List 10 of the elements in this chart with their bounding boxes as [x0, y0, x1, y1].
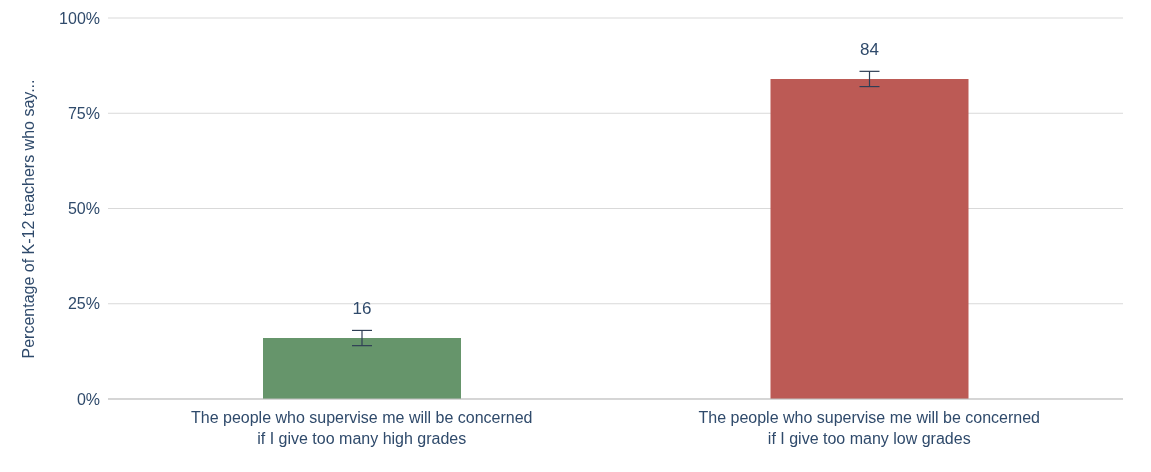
data-label: 84 — [860, 39, 879, 59]
y-tick-label: 75% — [67, 104, 100, 122]
y-tick-label: 50% — [67, 200, 100, 218]
data-label: 16 — [352, 299, 372, 319]
y-tick-label: 100% — [59, 9, 100, 27]
x-tick-label: The people who supervise me will be concerned if I give too many low grades — [698, 409, 1041, 447]
x-tick-label: The people who supervise me will be concerned if I give too many high grades — [190, 409, 533, 447]
y-axis-title: Percentage of K-12 teachers who say... — [19, 79, 37, 359]
y-tick-label: 25% — [67, 295, 100, 313]
y-tick-label: 0% — [76, 390, 100, 408]
